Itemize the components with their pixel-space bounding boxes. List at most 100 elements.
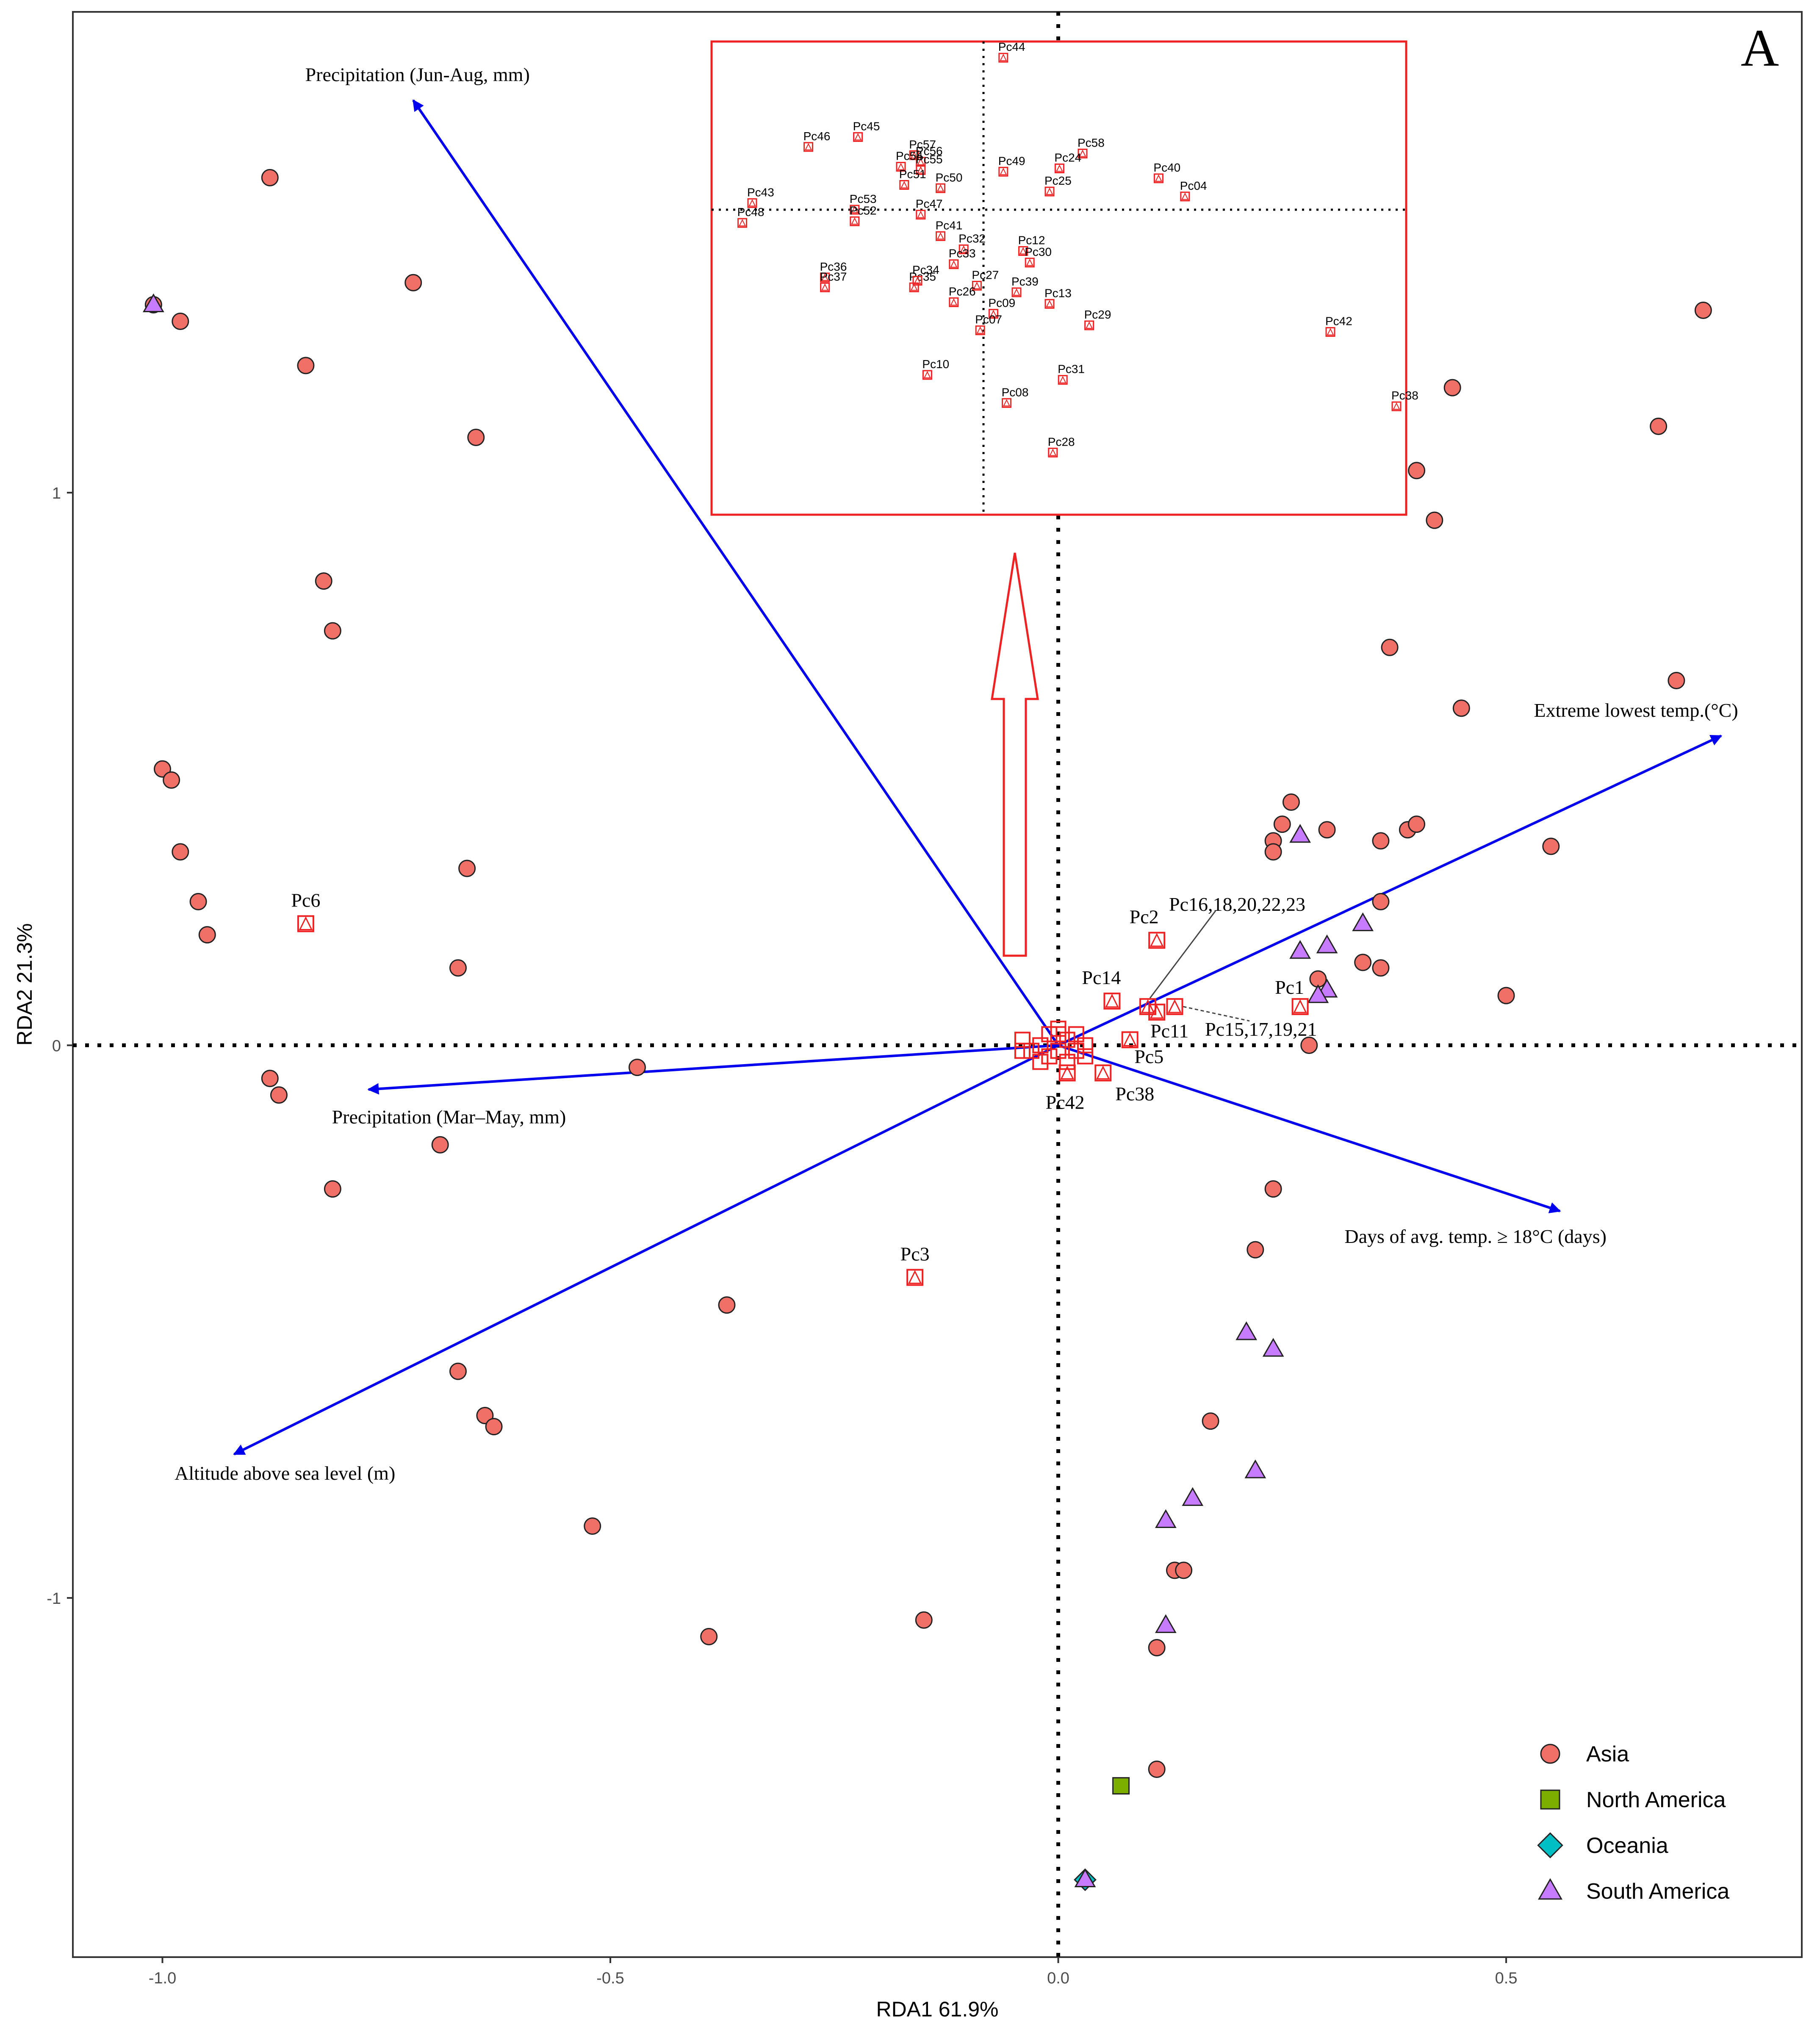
inset-species-point [998, 53, 1008, 63]
x-tick-label: -1.0 [149, 1969, 176, 1987]
inset-species-point [949, 259, 959, 269]
inset-point-square [1058, 375, 1068, 385]
species-label: Pc11 [1150, 1020, 1188, 1042]
species-point-square [1103, 993, 1121, 1010]
inset-species-label: Pc32 [958, 232, 986, 245]
inset-species-label: Pc45 [853, 119, 880, 133]
group-label-leader [1149, 910, 1216, 999]
species-label: Pc1 [1275, 976, 1304, 998]
inset-point-square [747, 198, 757, 208]
inset-point-triangle [1085, 321, 1093, 329]
plot-panel-border [72, 11, 1803, 1958]
inset-point-square [936, 231, 946, 241]
inset-point-triangle [917, 166, 925, 174]
inset-species-label: Pc47 [916, 197, 943, 211]
inset-point-square [1078, 148, 1088, 158]
species-cluster-point [1041, 1026, 1058, 1043]
inset-species-label: Pc28 [1048, 435, 1075, 448]
site-point [261, 1070, 279, 1087]
inset-species-label: Pc34 [912, 263, 939, 277]
inset-species-label: Pc44 [998, 40, 1025, 53]
species-point [1291, 998, 1309, 1015]
inset-species-point [916, 165, 926, 175]
site-point [261, 169, 279, 186]
site-point [1352, 912, 1374, 932]
inset-species-label: Pc55 [916, 153, 943, 166]
inset-point-square [949, 297, 959, 307]
inset-species-label: Pc07 [975, 313, 1002, 326]
inset-species-point [922, 370, 932, 380]
inset-point-triangle [950, 298, 958, 306]
inset-species-point [936, 183, 946, 193]
y-axis-title: RDA2 21.3% [13, 923, 36, 1046]
site-point [718, 1296, 736, 1314]
site-point [1316, 934, 1338, 954]
inset-species-label: Pc54 [896, 150, 923, 163]
site-point [431, 1136, 449, 1154]
group-label: Pc15,17,19,21 [1205, 1018, 1317, 1040]
inset-species-point [899, 180, 909, 190]
inset-point-triangle [1046, 300, 1053, 308]
inset-species-label: Pc33 [949, 247, 976, 260]
species-cluster-point [1032, 1037, 1049, 1054]
site-point [1182, 1487, 1204, 1506]
site-point [1372, 832, 1390, 850]
site-point [1247, 1241, 1264, 1259]
inset-species-label: Pc57 [909, 138, 936, 151]
species-point [906, 1269, 924, 1286]
species-point [1094, 1064, 1112, 1082]
inset-species-label: Pc46 [803, 130, 831, 143]
inset-species-label: Pc58 [1078, 136, 1105, 149]
species-label: Pc6 [291, 890, 320, 911]
species-point-triangle [299, 916, 313, 930]
inset-point-square [998, 166, 1008, 177]
species-cluster-point [1023, 1043, 1040, 1059]
environmental-arrows: Precipitation (Jun-Aug, mm) Extreme lowes… [175, 64, 1738, 1484]
site-point [315, 572, 332, 590]
inset-point-triangle [1019, 247, 1027, 255]
inset-point-triangle [1059, 376, 1067, 383]
species-point-triangle [1150, 933, 1164, 947]
species-cluster-point [1068, 1043, 1084, 1059]
site-point [1318, 821, 1336, 839]
arrow-label: Extreme lowest temp.(°C) [1534, 699, 1738, 721]
species-point-triangle [1141, 999, 1155, 1013]
inset-species-label: Pc38 [1391, 389, 1418, 402]
inset-point-triangle [897, 163, 905, 170]
site-point [1408, 462, 1426, 480]
site-point [458, 860, 476, 877]
inset-point-square [936, 183, 946, 193]
inset-point-triangle [1000, 168, 1007, 175]
inset-species-label: Pc09 [988, 297, 1015, 310]
site-point [1282, 793, 1300, 811]
inset-point-square [850, 205, 860, 215]
inset-point-square [1180, 191, 1190, 202]
inset-species-label: Pc40 [1153, 161, 1180, 174]
inset-point-triangle [1181, 192, 1189, 200]
inset-species-point [820, 282, 830, 292]
legend-key [1538, 1878, 1562, 1900]
site-point [172, 313, 189, 330]
arrow-label: Precipitation (Jun-Aug, mm) [305, 64, 530, 86]
site-point [1264, 843, 1282, 861]
species-point-triangle [1168, 999, 1182, 1013]
inset-point-triangle [910, 151, 918, 159]
site-point [1244, 1459, 1266, 1478]
inset-species-point [1153, 173, 1163, 183]
inset-species-point [1391, 401, 1402, 411]
inset-species-point [988, 309, 998, 319]
y-tick-label: 1 [52, 485, 61, 502]
species-label: Pc38 [1115, 1083, 1154, 1105]
inset-species-label: Pc49 [998, 154, 1025, 167]
inset-species-point [850, 216, 860, 226]
site-point [324, 622, 341, 640]
inset-species-label: Pc13 [1044, 286, 1072, 300]
inset-species-point [1054, 164, 1064, 173]
arrow-label: Precipitation (Mar–May, mm) [332, 1106, 566, 1128]
site-point [270, 1086, 288, 1104]
inset-point-square [853, 132, 863, 142]
site-point [1408, 815, 1426, 833]
inset-point-triangle [1049, 449, 1057, 456]
inset-point-triangle [854, 133, 862, 141]
